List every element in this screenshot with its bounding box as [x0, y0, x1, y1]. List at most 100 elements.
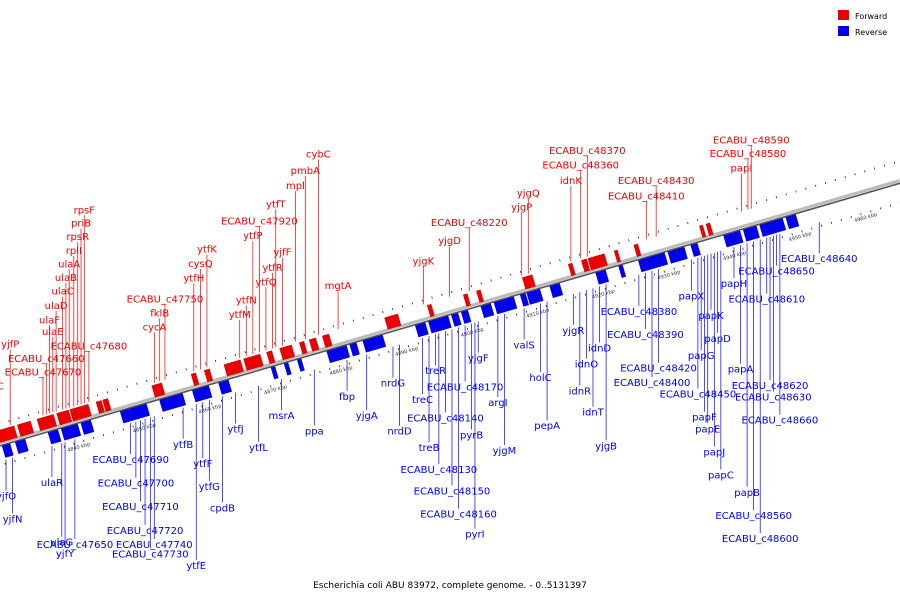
reverse-gene-label-yjgA: yjgA: [356, 411, 378, 422]
track-dash: [451, 290, 453, 293]
forward-gene-block: [299, 341, 308, 355]
track-dash: [407, 345, 410, 348]
track-dash: [535, 307, 538, 310]
forward-gene-block: [69, 403, 92, 422]
track-dash: [765, 199, 768, 202]
legend: Forward Reverse: [838, 10, 887, 37]
track-dash: [693, 261, 695, 265]
forward-gene-block: [384, 313, 402, 330]
reverse-gene-block: [460, 309, 472, 324]
forward-gene-label-ytfH: ytfH: [183, 273, 204, 284]
reverse-gene-label-ECABU_c47730: ECABU_c47730: [112, 549, 189, 560]
track-dash: [889, 204, 892, 207]
reverse-gene-label-ECABU_c48560: ECABU_c48560: [715, 511, 792, 522]
forward-gene-label-ECABU_c47670: ECABU_c47670: [5, 367, 82, 378]
reverse-gene-block: [428, 315, 452, 334]
track-dash: [470, 285, 473, 288]
forward-gene-label-yjgK: yjgK: [413, 256, 435, 267]
track-dash: [195, 365, 197, 368]
forward-gene-label-pmbA: pmbA: [291, 166, 320, 177]
track-dash: [628, 239, 630, 242]
track-dash: [850, 216, 852, 219]
reverse-gene-label-ECABU_c48140: ECABU_c48140: [407, 413, 484, 424]
reverse-gene-label-papK: papK: [698, 311, 724, 322]
track-dash: [421, 299, 423, 302]
track-dash: [431, 296, 433, 299]
reverse-gene-label-pepA: pepA: [534, 421, 560, 432]
forward-gene-label-ulaF: ulaF: [39, 315, 60, 326]
track-dash: [588, 250, 591, 253]
track-dash: [762, 241, 764, 244]
reverse-gene-label-ECABU_c48400: ECABU_c48400: [614, 378, 691, 389]
reverse-gene-block: [14, 439, 29, 454]
forward-gene-label-ECABU_c48220: ECABU_c48220: [431, 218, 508, 229]
reverse-gene-block: [723, 230, 744, 248]
track-dash: [132, 425, 134, 428]
track-dash: [490, 279, 492, 282]
forward-gene-label-ytfQ: ytfQ: [255, 277, 276, 288]
track-dash: [860, 213, 862, 216]
forward-gene-label-yjgQ: yjgQ: [517, 188, 540, 199]
forward-gene-block: [36, 414, 57, 431]
track-dash: [726, 210, 728, 213]
track-dash: [870, 210, 872, 213]
reverse-gene-label-nrdG: nrdG: [381, 379, 405, 390]
track-dash: [96, 394, 99, 397]
track-dash: [614, 284, 616, 288]
track-dash: [250, 391, 252, 394]
track-dash: [460, 288, 463, 291]
track-dash: [73, 442, 75, 445]
reverse-gene-label-papC: papC: [708, 470, 734, 481]
reverse-gene-label-ytfG: ytfG: [199, 482, 220, 493]
reverse-gene-label-ECABU_c48150: ECABU_c48150: [414, 486, 491, 497]
track-dash: [388, 350, 390, 354]
track-dash: [506, 316, 508, 319]
axis-tick-label: 4870 kbp: [263, 384, 287, 396]
reverse-gene-label-ECABU_c48420: ECABU_c48420: [620, 364, 697, 375]
track-dash: [152, 419, 154, 422]
track-dash: [539, 265, 541, 268]
track-dash: [392, 308, 394, 311]
track-dash: [638, 236, 640, 239]
track-dash: [864, 170, 866, 173]
track-dash: [323, 328, 325, 331]
track-dash: [53, 448, 55, 451]
forward-gene-label-cysQ: cysQ: [188, 259, 213, 270]
forward-gene-block: [56, 409, 73, 426]
track-dash: [348, 362, 351, 365]
reverse-gene-block: [549, 283, 564, 299]
genome-backbone: [0, 179, 900, 447]
track-dash: [67, 402, 69, 405]
forward-gene-label-ytfR: ytfR: [262, 263, 282, 274]
track-dash: [624, 282, 626, 285]
track-dash: [161, 416, 164, 420]
reverse-gene-block: [159, 393, 187, 412]
track-dash: [293, 336, 295, 339]
axis-tick-label: 4900 kbp: [460, 327, 484, 339]
reverse-gene-block: [480, 303, 495, 319]
reverse-gene-label-ECABU_c47700: ECABU_c47700: [98, 479, 175, 490]
track-dash: [805, 187, 807, 190]
track-dash: [417, 342, 419, 345]
track-dash: [43, 451, 46, 454]
reverse-gene-label-yjgF: yjgF: [468, 354, 489, 365]
forward-gene-block: [308, 337, 320, 352]
track-dash: [215, 359, 217, 362]
reverse-gene-block: [270, 366, 279, 380]
track-dash: [771, 238, 774, 242]
track-dash: [83, 439, 85, 442]
track-dash: [146, 379, 148, 382]
track-dash: [93, 436, 95, 440]
track-dash: [742, 247, 744, 250]
reverse-gene-label-yjgB: yjgB: [595, 441, 617, 452]
forward-gene-label-ytfM: ytfM: [229, 310, 251, 321]
track-dash: [254, 348, 256, 351]
forward-gene-block: [463, 293, 471, 307]
track-dash: [608, 244, 610, 248]
forward-gene-block: [476, 289, 484, 303]
reverse-gene-block: [218, 379, 232, 395]
track-dash: [181, 411, 183, 414]
reverse-gene-label-yjgM: yjgM: [493, 446, 517, 457]
forward-gene-label-yjgP: yjgP: [511, 203, 532, 214]
track-dash: [142, 422, 144, 425]
